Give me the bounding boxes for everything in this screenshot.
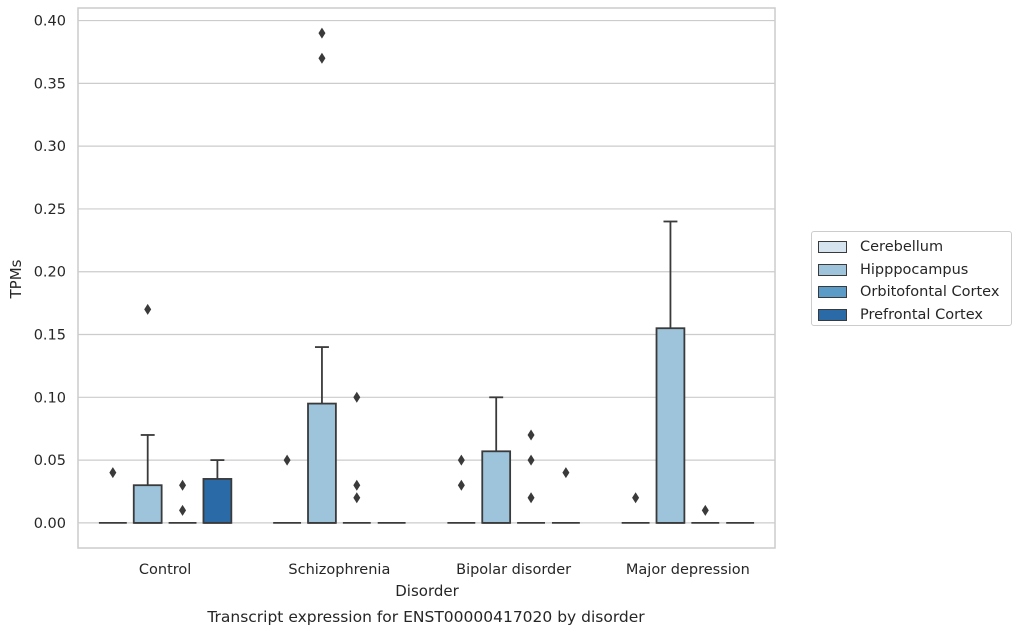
legend-label-orbitofrontal: Orbitofontal Cortex — [860, 284, 1000, 301]
legend-item-orbitofrontal: Orbitofontal Cortex — [812, 281, 1011, 304]
x-tick-label: Schizophrenia — [288, 562, 390, 578]
box — [132, 484, 163, 524]
x-axis-label: Disorder — [395, 582, 459, 600]
box — [202, 478, 233, 524]
boxes — [98, 27, 755, 524]
y-tick-label: 0.35 — [34, 76, 66, 92]
y-axis-label: TPMs — [7, 259, 25, 299]
legend: Cerebellum Hipppocampus Orbitofontal Cor… — [811, 231, 1012, 326]
legend-item-prefrontal: Prefrontal Cortex — [812, 304, 1011, 327]
box-group — [202, 459, 233, 524]
plot-frame — [77, 7, 776, 549]
box-group — [447, 454, 476, 524]
outlier-point — [562, 467, 570, 479]
chart-title: Transcript expression for ENST0000041702… — [206, 608, 645, 626]
y-tick-label: 0.30 — [34, 139, 66, 155]
outlier-point — [179, 504, 187, 516]
box-group — [342, 391, 371, 524]
legend-item-cerebellum: Cerebellum — [812, 236, 1011, 259]
outlier-point — [353, 479, 361, 491]
outlier-point — [318, 52, 326, 64]
box-group — [481, 396, 512, 524]
y-tick-label: 0.05 — [34, 453, 66, 469]
outlier-point — [179, 479, 187, 491]
legend-swatch-hippocampus — [818, 263, 847, 276]
y-tick-label: 0.15 — [34, 328, 66, 344]
box-group — [621, 492, 650, 524]
box — [481, 450, 512, 524]
legend-label-cerebellum: Cerebellum — [860, 239, 944, 256]
outlier-point — [527, 454, 535, 466]
box-group — [551, 467, 580, 524]
legend-swatch-orbitofrontal — [818, 286, 847, 299]
box-group — [691, 504, 720, 524]
y-tick-label: 0.20 — [34, 265, 66, 281]
y-tick-label: 0.25 — [34, 202, 66, 218]
y-tick-label: 0.10 — [34, 390, 66, 406]
box-group — [517, 429, 545, 524]
legend-swatch-cerebellum — [818, 241, 847, 254]
outlier-point — [318, 27, 326, 39]
outlier-point — [109, 467, 117, 479]
legend-item-hippocampus: Hipppocampus — [812, 259, 1011, 282]
gridlines — [78, 19, 775, 524]
tick-labels: 0.00 0.05 0.10 0.15 0.20 0.25 0.30 0.35 0.40 Cont… — [34, 14, 750, 578]
box-group — [655, 220, 686, 524]
y-tick-label: 0.00 — [34, 516, 66, 532]
outlier-point — [527, 492, 535, 504]
box-group — [98, 467, 127, 524]
box — [655, 327, 686, 524]
outlier-point — [701, 504, 709, 516]
outlier-point — [353, 391, 361, 403]
outlier-point — [353, 492, 361, 504]
outlier-point — [457, 454, 465, 466]
y-tick-label: 0.40 — [34, 14, 66, 30]
outlier-point — [144, 303, 152, 315]
plot-border — [77, 7, 776, 549]
box-group — [132, 303, 163, 524]
x-tick-label: Control — [139, 562, 191, 578]
box-group — [168, 479, 197, 524]
outlier-point — [527, 429, 535, 441]
box — [307, 402, 337, 524]
outlier-point — [457, 479, 465, 491]
box-group — [273, 454, 302, 524]
box-group — [307, 27, 337, 524]
outlier-point — [283, 454, 291, 466]
outlier-point — [632, 492, 640, 504]
x-tick-label: Bipolar disorder — [456, 562, 571, 578]
legend-label-hippocampus: Hipppocampus — [860, 261, 969, 278]
legend-label-prefrontal: Prefrontal Cortex — [860, 306, 983, 323]
x-tick-label: Major depression — [626, 562, 750, 578]
legend-swatch-prefrontal — [818, 308, 847, 321]
